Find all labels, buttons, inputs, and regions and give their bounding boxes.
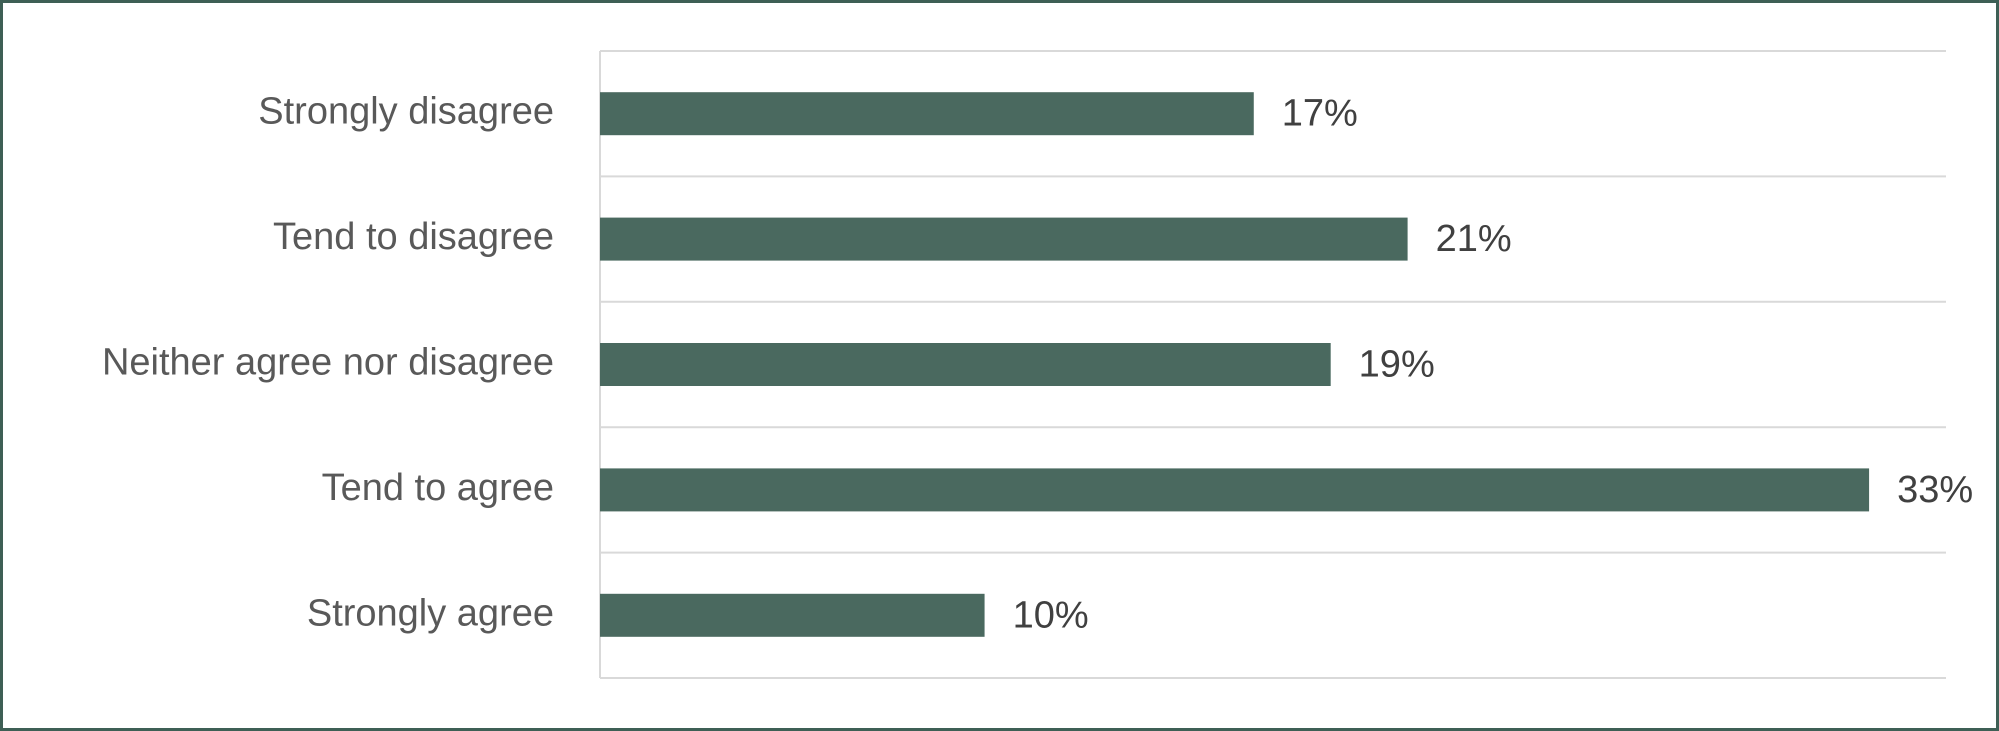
y-tick-label: Neither agree nor disagree (102, 342, 554, 384)
data-label: 19% (1359, 344, 1435, 386)
bar (600, 468, 1870, 512)
data-label: 17% (1282, 93, 1358, 135)
bar (600, 217, 1408, 261)
data-label: 10% (1013, 594, 1089, 636)
bar (600, 593, 985, 637)
bar (600, 343, 1331, 386)
bar (600, 92, 1254, 136)
data-label: 21% (1436, 218, 1512, 260)
data-label: 33% (1897, 469, 1973, 511)
y-tick-label: Tend to disagree (273, 216, 554, 258)
y-tick-label: Tend to agree (322, 467, 554, 509)
y-tick-label: Strongly disagree (258, 91, 554, 133)
y-tick-label: Strongly agree (307, 592, 554, 634)
